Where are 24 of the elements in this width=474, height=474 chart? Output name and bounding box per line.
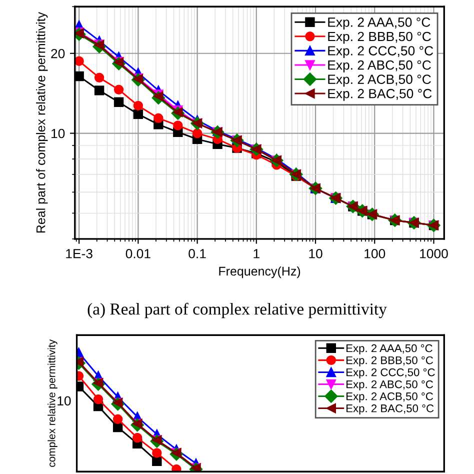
legend-label: Exp. 2 BAC,50 °C xyxy=(328,88,432,101)
x-tick-label: 1000 xyxy=(420,248,448,258)
legend-label: Exp. 2 AAA,50 °C xyxy=(346,344,432,354)
x-tick-label: 1 xyxy=(254,249,260,258)
legend-label: Exp. 2 BBB,50 °C xyxy=(346,356,433,366)
legend-label: Exp. 2 CCC,50 °C xyxy=(328,46,434,58)
legend-label: Exp. 2 AAA,50 °C xyxy=(328,18,430,30)
legend-label: Exp. 2 ACB,50 °C xyxy=(328,74,431,87)
x-tick-label: 0.01 xyxy=(126,248,150,258)
legend-label: Exp. 2 BBB,50 °C xyxy=(328,32,431,44)
legend-label: Exp. 2 ACB,50 °C xyxy=(346,392,433,402)
text: (a) Real part of complex relative permittivity xyxy=(88,302,387,318)
x-tick-label: 10 xyxy=(309,248,322,258)
x-tick-label: 100 xyxy=(364,248,386,258)
y-axis-title: Real part of complex relative permittivity xyxy=(36,12,48,233)
y-tick-label: 20 xyxy=(51,48,65,58)
x-axis-title: Frequency(Hz) xyxy=(219,266,300,278)
legend-label: Exp. 2 BAC,50 °C xyxy=(346,404,434,414)
legend-label: Exp. 2 CCC,50 °C xyxy=(346,368,435,378)
y-axis-title: complex relative permittivity xyxy=(48,339,58,467)
legend-label: Exp. 2 ABC,50 °C xyxy=(346,380,433,390)
x-tick-label: 1E-3 xyxy=(66,248,92,258)
legend-label: Exp. 2 ABC,50 °C xyxy=(328,60,431,72)
x-tick-label: 0.1 xyxy=(188,248,206,258)
